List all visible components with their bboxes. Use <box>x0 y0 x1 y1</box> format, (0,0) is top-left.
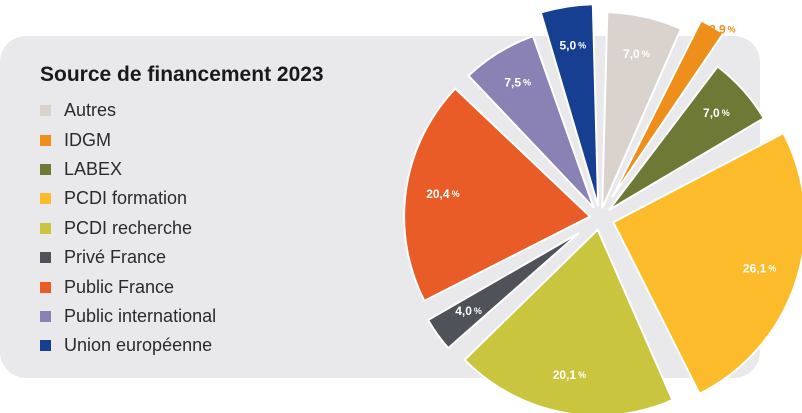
slice-label-autres: 7,0% <box>623 47 650 61</box>
pie-slice-idgm <box>611 19 725 198</box>
legend-item-autres: Autres <box>40 96 216 125</box>
slice-label-pcdi-formation: 26,1% <box>743 261 776 275</box>
pie-slice-prive-france <box>426 232 580 350</box>
chart-legend: Autres IDGM LABEX PCDI formation PCDI recher… <box>40 96 216 361</box>
legend-label: Autres <box>64 100 117 121</box>
pie-slice-labex <box>608 65 766 211</box>
legend-swatch <box>40 163 51 175</box>
pie-slice-pcdi-formation <box>611 131 802 396</box>
pie-slice-pcdi-recherche <box>463 228 674 413</box>
legend-label: Privé France <box>64 247 167 268</box>
legend-swatch <box>40 193 51 205</box>
legend-item-pcdi-formation: PCDI formation <box>40 184 216 213</box>
pie-slice-public-france <box>403 87 592 303</box>
legend-label: Public international <box>64 305 217 326</box>
slice-label-prive-france: 4,0% <box>455 304 482 318</box>
slice-label-union-europeenne: 5,0% <box>559 39 586 53</box>
pie-slice-union-europeenne <box>539 3 600 207</box>
legend-label: PCDI recherche <box>64 217 193 238</box>
legend-label: Union européenne <box>64 335 213 356</box>
legend-swatch <box>40 310 51 322</box>
legend-swatch <box>40 222 51 234</box>
legend-swatch <box>40 252 51 264</box>
legend-item-public-france: Public France <box>40 272 216 301</box>
legend-label: PCDI formation <box>64 188 188 209</box>
slice-label-public-france: 20,4% <box>426 187 459 201</box>
legend-swatch <box>40 340 51 352</box>
legend-item-pcdi-recherche: PCDI recherche <box>40 214 216 243</box>
legend-label: Public France <box>64 276 175 297</box>
chart-title: Source de financement 2023 <box>40 63 324 86</box>
legend-swatch <box>40 281 51 293</box>
legend-swatch <box>40 134 51 146</box>
legend-label: IDGM <box>64 129 111 150</box>
slice-label-public-international: 7,5% <box>504 76 531 90</box>
legend-label: LABEX <box>64 158 123 179</box>
pie-slice-public-international <box>467 34 595 209</box>
legend-item-public-international: Public international <box>40 302 216 331</box>
legend-item-labex: LABEX <box>40 155 216 184</box>
legend-item-prive-france: Privé France <box>40 243 216 272</box>
legend-item-union-europeenne: Union européenne <box>40 331 216 360</box>
legend-item-idgm: IDGM <box>40 125 216 154</box>
pie-slice-autres <box>601 11 683 209</box>
slice-label-pcdi-recherche: 20,1% <box>553 368 586 382</box>
legend-swatch <box>40 105 51 117</box>
slice-label-labex: 7,0% <box>703 106 730 120</box>
slice-label-idgm: 2,9% <box>709 23 736 37</box>
